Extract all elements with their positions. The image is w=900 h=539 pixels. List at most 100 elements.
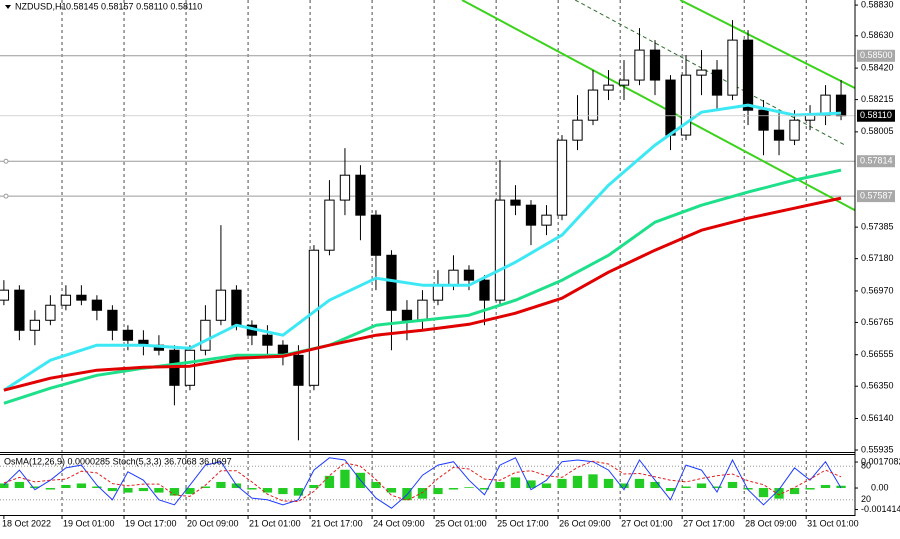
candle-body — [60, 294, 72, 306]
osma-bar — [61, 484, 71, 489]
candle-body — [0, 289, 10, 301]
candle-body — [742, 39, 754, 111]
price-panel — [0, 0, 855, 441]
osma-bar — [247, 488, 257, 490]
osma-bar — [0, 483, 9, 489]
candle-body — [758, 109, 769, 131]
trendline — [679, 0, 855, 89]
x-tick-label: 28 Oct 09:00 — [745, 518, 797, 528]
osma-bar — [216, 481, 226, 489]
osma-bar — [386, 488, 397, 493]
x-tick-label: 27 Oct 17:00 — [683, 518, 735, 528]
chart-title: NZDUSD,H1 — [15, 1, 67, 11]
osma-bar — [417, 488, 428, 499]
osma-bar — [293, 488, 304, 496]
candle-body — [448, 269, 459, 286]
candle-body — [603, 84, 614, 91]
candle-body — [91, 299, 103, 311]
axes-layer: NZDUSD,H1 0.58145 0.58157 0.58110 0.5811… — [0, 0, 900, 528]
candle-body — [45, 304, 56, 321]
x-tick-label: 31 Oct 01:00 — [807, 518, 859, 528]
y-tick-label: 0.56555 — [861, 349, 894, 359]
y-tick-label: 0.00 — [871, 482, 889, 492]
candle-body — [29, 319, 41, 331]
osma-bar — [371, 481, 381, 489]
osma-bar — [774, 488, 784, 499]
candle-body — [634, 49, 645, 81]
osma-bar — [169, 488, 180, 496]
osma-bar — [154, 488, 164, 493]
osma-bar — [324, 475, 335, 489]
osma-bar — [603, 478, 614, 489]
candle-body — [525, 204, 537, 226]
last-price-tag — [857, 109, 895, 122]
candle-body — [572, 119, 583, 141]
x-tick-label: 19 Oct 17:00 — [125, 518, 177, 528]
osma-bar — [805, 488, 815, 490]
y-tick-label: 0.56350 — [861, 381, 894, 391]
trendline — [461, 0, 855, 212]
candle-body — [308, 249, 320, 386]
candle-body — [293, 354, 304, 386]
candle-body — [618, 79, 630, 86]
osma-bar — [123, 488, 133, 493]
osma-bar — [526, 480, 536, 489]
candle-body — [417, 299, 428, 321]
y-tick-label: 0.58830 — [861, 0, 894, 9]
osma-bar — [340, 469, 350, 489]
candle-body — [556, 139, 568, 216]
level-tag — [857, 49, 895, 62]
candle-body — [339, 174, 351, 201]
osma-bar — [464, 487, 474, 489]
x-tick-label: 20 Oct 09:00 — [187, 518, 239, 528]
y2-tick-label: 80 — [861, 461, 871, 471]
y-tick-label: 0.56970 — [861, 285, 894, 295]
osma-bar — [14, 481, 25, 489]
chart-subtitle: 0.58145 0.58157 0.58110 0.58110 — [66, 1, 202, 11]
level-label: 0.58500 — [860, 50, 893, 60]
y-tick-label: 0.58215 — [861, 94, 894, 104]
x-tick-label: 25 Oct 01:00 — [435, 518, 487, 528]
y-tick-label: 0.57385 — [861, 222, 894, 232]
candle-body — [324, 199, 335, 251]
candle-body — [665, 79, 676, 136]
osma-bar — [30, 486, 40, 489]
candle-body — [215, 289, 227, 321]
candle-body — [76, 294, 87, 301]
osma-bar — [479, 488, 490, 490]
osma-bar — [309, 484, 319, 489]
y-tick-label: 0.56140 — [861, 413, 894, 423]
candle-body — [370, 214, 382, 256]
candle-body — [789, 119, 800, 141]
osma-bar — [820, 484, 831, 489]
y-tick-label: 0.0017082 — [861, 456, 900, 466]
y-tick-label: 0.58420 — [861, 62, 894, 72]
x-tick-label: 21 Oct 17:00 — [311, 518, 363, 528]
osma-bar — [696, 483, 707, 489]
osma-bar — [557, 478, 567, 489]
candle-body — [386, 254, 397, 311]
level-label: 0.57814 — [860, 156, 893, 166]
candle-body — [479, 279, 490, 301]
x-tick-label: 25 Oct 17:00 — [497, 518, 549, 528]
osma-bar — [262, 488, 273, 493]
x-tick-label: 21 Oct 01:00 — [249, 518, 301, 528]
x-tick-label: 27 Oct 01:00 — [621, 518, 673, 528]
candle-body — [696, 69, 707, 76]
candle-body — [184, 349, 196, 386]
osma-bar — [45, 488, 56, 490]
y-tick-label: 0.55935 — [861, 444, 894, 454]
candle-body — [14, 289, 25, 331]
osma-bar — [107, 488, 118, 492]
osma-bar — [712, 486, 722, 489]
candle-body — [494, 199, 506, 301]
level-tag — [857, 155, 895, 168]
trendline — [574, 0, 846, 146]
candle-body — [122, 329, 134, 341]
osma-bar — [572, 475, 583, 489]
osma-bar — [448, 488, 459, 490]
osma-bar — [758, 488, 769, 498]
candle-body — [463, 269, 475, 281]
candle-body — [649, 49, 661, 81]
